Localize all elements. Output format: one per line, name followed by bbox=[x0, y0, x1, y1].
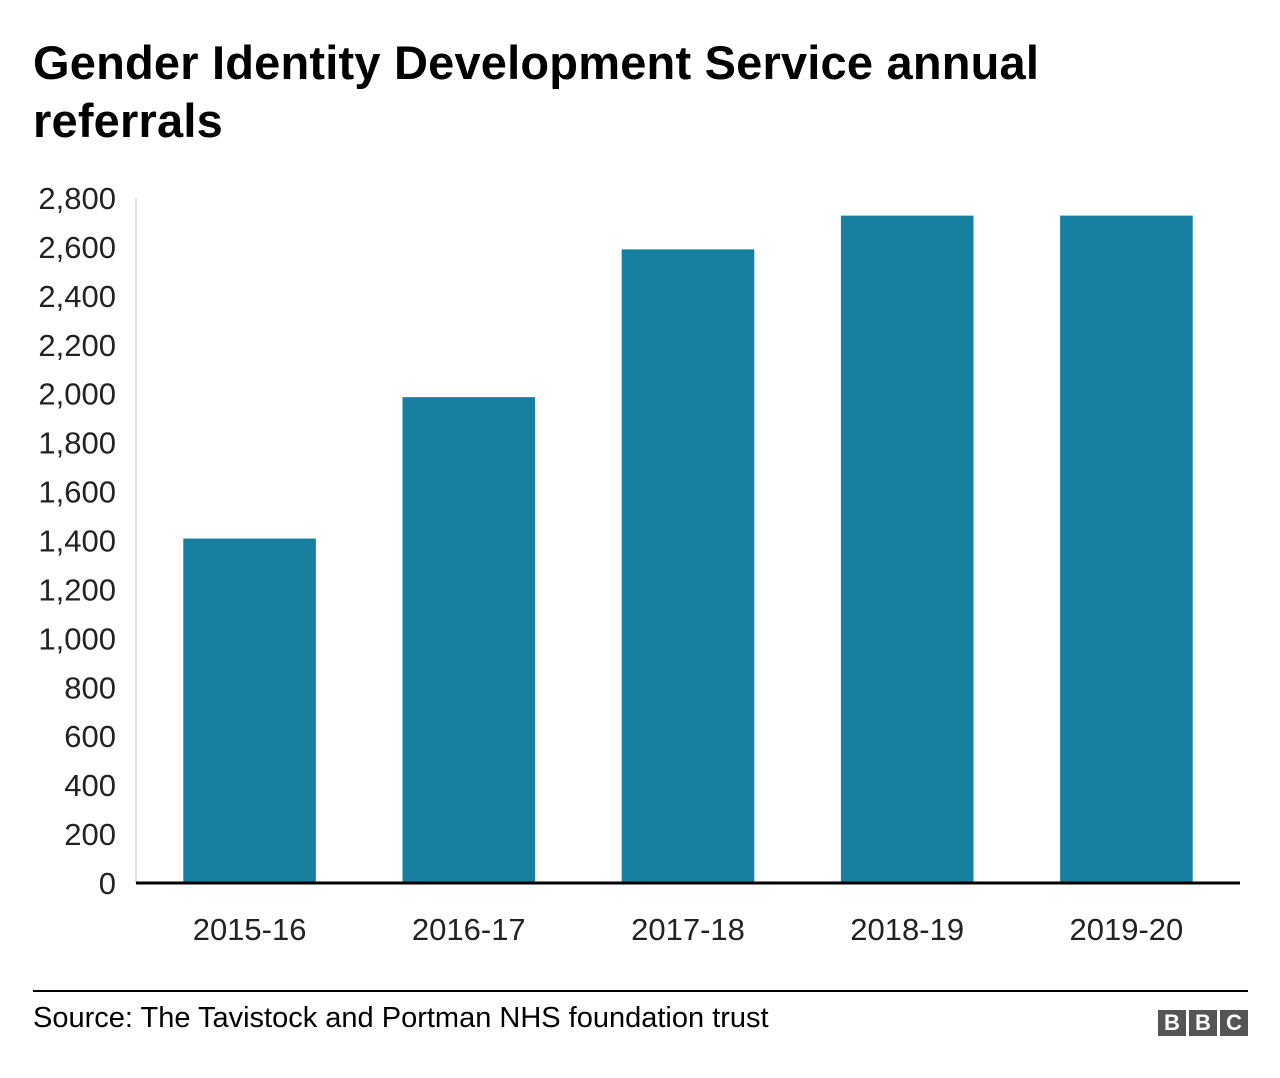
y-tick-label: 1,000 bbox=[38, 621, 116, 656]
x-tick-label: 2019-20 bbox=[1070, 912, 1184, 947]
x-axis: 2015-16 2016-17 2017-18 2018-19 2019-20 bbox=[136, 881, 1240, 947]
source-note: Source: The Tavistock and Portman NHS fo… bbox=[33, 1002, 769, 1034]
x-tick-label: 2016-17 bbox=[412, 912, 526, 947]
y-tick-label: 2,000 bbox=[38, 377, 116, 412]
bar-chart: 0 200 400 600 800 1,000 1,200 1,400 1,600 1,800 2,… bbox=[38, 181, 1240, 947]
bar bbox=[402, 397, 536, 883]
y-tick-label: 2,200 bbox=[38, 328, 116, 363]
footer-divider bbox=[33, 990, 1248, 992]
bar bbox=[1060, 215, 1193, 884]
x-tick-label: 2015-16 bbox=[193, 912, 307, 947]
x-tick-label: 2017-18 bbox=[631, 912, 745, 947]
y-tick-label: 400 bbox=[64, 768, 116, 803]
y-tick-label: 2,800 bbox=[38, 181, 116, 216]
logo-letter: C bbox=[1220, 1010, 1248, 1036]
y-tick-label: 600 bbox=[64, 719, 116, 754]
y-axis: 0 200 400 600 800 1,000 1,200 1,400 1,600 1,800 2,… bbox=[38, 181, 137, 901]
y-tick-label: 0 bbox=[99, 866, 116, 901]
x-tick-label: 2018-19 bbox=[850, 912, 964, 947]
bars bbox=[183, 215, 1193, 884]
chart-title: Gender Identity Development Service annu… bbox=[33, 36, 1040, 147]
logo-letter: B bbox=[1189, 1010, 1217, 1036]
bbc-logo: B B C bbox=[1158, 1010, 1248, 1036]
bar bbox=[840, 215, 974, 884]
y-tick-label: 2,400 bbox=[38, 279, 116, 314]
y-tick-label: 1,200 bbox=[38, 572, 116, 607]
y-tick-label: 800 bbox=[64, 670, 116, 705]
bar bbox=[621, 249, 755, 883]
y-tick-label: 2,600 bbox=[38, 230, 116, 265]
y-tick-label: 1,800 bbox=[38, 426, 116, 461]
y-tick-label: 200 bbox=[64, 817, 116, 852]
logo-letter: B bbox=[1158, 1010, 1186, 1036]
bar bbox=[183, 538, 316, 883]
y-tick-label: 1,400 bbox=[38, 524, 116, 559]
y-tick-label: 1,600 bbox=[38, 475, 116, 510]
